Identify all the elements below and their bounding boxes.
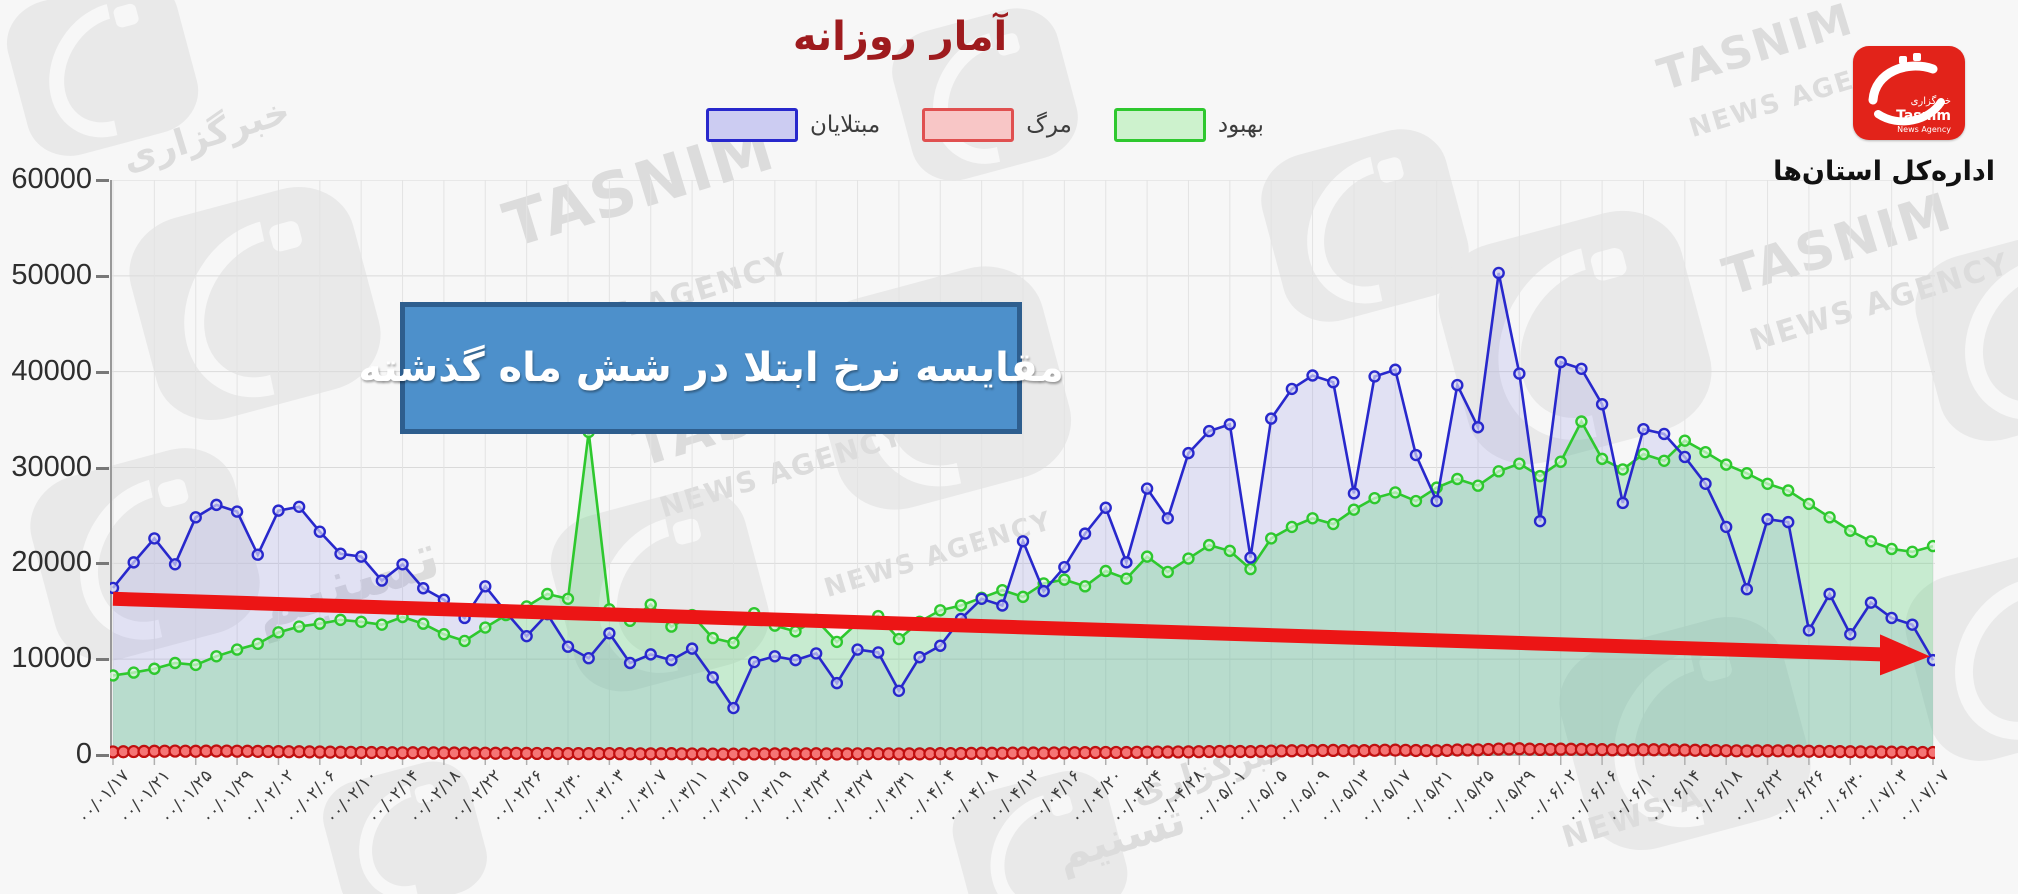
y-tick-label: 10000 [11,642,92,675]
y-tick-mark [96,370,109,374]
org-label: اداره‌کل استان‌ها [1773,156,1995,187]
legend-item-recovered: بهبود [1113,108,1264,142]
y-tick-mark [96,274,109,278]
svg-text:Tasnim: Tasnim [1896,108,1951,124]
legend-label: مبتلایان [810,112,881,138]
plot-svg [110,180,1935,765]
trend-arrow-line [112,591,1883,662]
agency-logo-block: خبرگزاری Tasnim News Agency اداره‌کل است… [1773,46,1995,187]
tasnim-logo-icon: خبرگزاری Tasnim News Agency [1853,46,1965,140]
y-tick-label: 20000 [11,546,92,579]
recovered-swatch-icon [1113,108,1206,142]
chart-legend: مبتلایان مرگ بهبود [706,108,1264,142]
y-tick-mark [96,466,109,470]
annotation-text: مقایسه نرخ ابتلا در شش ماه گذشته [358,345,1064,391]
legend-item-death: مرگ [922,108,1072,142]
infected-swatch-icon [706,108,798,142]
y-tick-label: 0 [75,738,92,770]
y-tick-label: 60000 [11,163,92,195]
y-tick-label: 50000 [11,258,92,291]
logo-persian-text: خبرگزاری [1911,95,1951,107]
legend-item-infected: مبتلایان [706,108,880,142]
y-tick-label: 40000 [11,354,92,387]
trend-arrow-head [1880,634,1930,676]
page-title: آمار روزانه [792,14,1008,60]
y-tick-mark [96,658,109,662]
y-tick-mark [96,179,109,182]
death-swatch-icon [922,108,1015,142]
y-tick-mark [96,562,109,566]
legend-label: مرگ [1026,112,1072,138]
svg-text:News Agency: News Agency [1897,125,1951,134]
legend-label: بهبود [1217,112,1264,138]
y-tick-label: 30000 [11,450,92,483]
y-tick-mark [96,754,109,757]
annotation-box: مقایسه نرخ ابتلا در شش ماه گذشته [358,302,1064,434]
